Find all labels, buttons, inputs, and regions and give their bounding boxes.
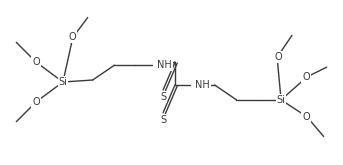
- Text: S: S: [160, 115, 166, 125]
- Text: S: S: [160, 92, 166, 102]
- Text: O: O: [274, 52, 282, 62]
- Text: O: O: [32, 57, 40, 67]
- Text: Si: Si: [59, 77, 67, 87]
- Text: Si: Si: [277, 95, 285, 105]
- Text: NH: NH: [157, 60, 172, 70]
- Text: O: O: [302, 112, 310, 122]
- Text: O: O: [68, 32, 76, 42]
- Text: O: O: [32, 97, 40, 107]
- Text: NH: NH: [195, 80, 210, 90]
- Text: O: O: [302, 72, 310, 82]
